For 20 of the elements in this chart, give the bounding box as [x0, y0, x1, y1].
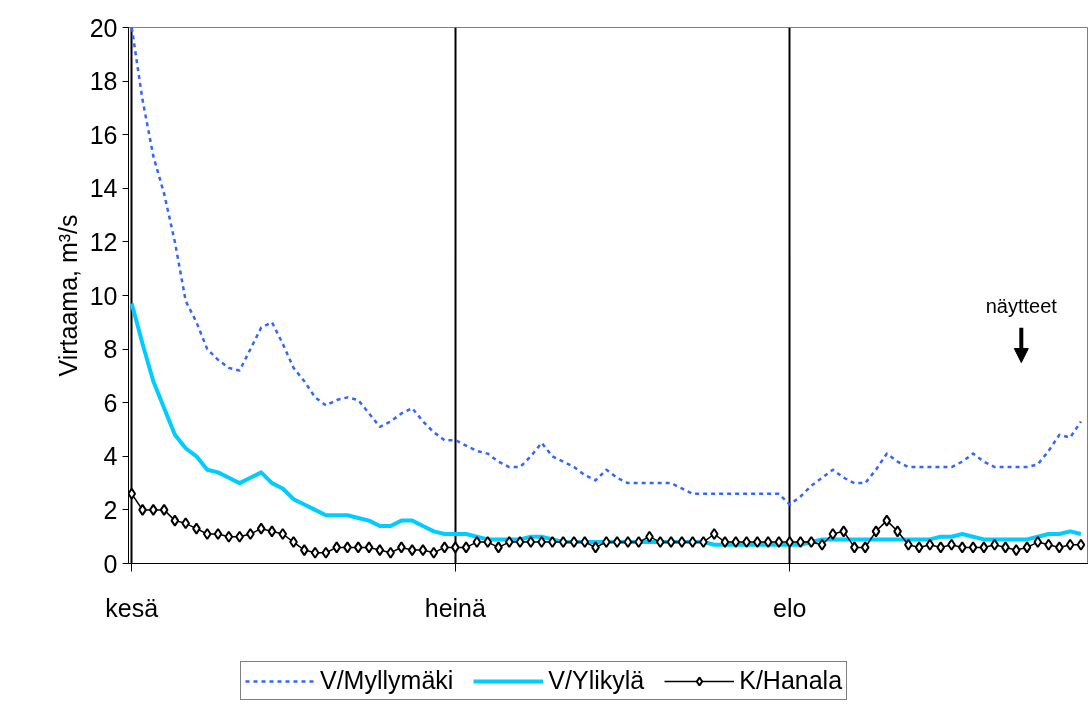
line-series [130, 27, 1083, 506]
legend-label: V/Ylikylä [548, 666, 645, 695]
legend-label: V/Myllymäki [320, 666, 454, 695]
y-tick-label: 16 [89, 120, 118, 149]
y-tick-label: 2 [103, 495, 118, 524]
y-axis-title: Virtaama, m³/s [53, 214, 82, 377]
x-tick-label: heinä [424, 593, 487, 622]
y-tick-label: 4 [103, 442, 118, 471]
y-tick-label: 8 [103, 335, 118, 364]
y-tick-label: 12 [89, 227, 118, 256]
annotation: näytteet [985, 295, 1058, 318]
y-tick-label: 20 [89, 13, 118, 42]
y-tick-label: 14 [89, 174, 118, 203]
y-tick-label: 6 [103, 388, 118, 417]
y-tick-label: 10 [89, 281, 118, 310]
y-tick-label: 0 [103, 549, 118, 578]
y-tick-label: 18 [89, 67, 118, 96]
x-tick-label: elo [773, 593, 807, 622]
x-tick-label: kesä [105, 593, 159, 622]
legend-label: K/Hanala [739, 666, 843, 695]
